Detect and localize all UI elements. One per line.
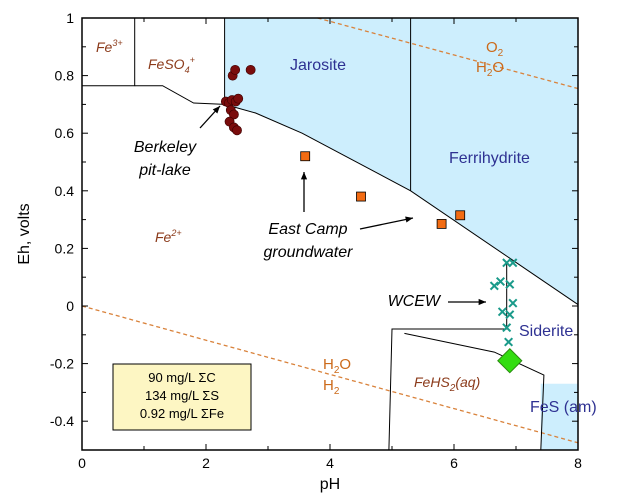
y-tick-label: 0.4 xyxy=(55,183,75,199)
x-tick-label: 2 xyxy=(202,455,210,471)
y-tick-label: -0.4 xyxy=(50,413,74,429)
field-label-siderite: Siderite xyxy=(519,323,573,340)
wcew-point xyxy=(495,277,506,287)
y-tick-label: 0 xyxy=(66,298,74,314)
wcew-point-stroke xyxy=(505,279,515,289)
boundary-fehs2-fes xyxy=(404,332,545,451)
water-label-h2: H2 xyxy=(323,377,340,397)
wcew-point-stroke xyxy=(497,307,507,317)
boundary-feso4-fe2 xyxy=(134,85,225,105)
wcew-point xyxy=(505,310,515,320)
x-tick-label: 8 xyxy=(574,455,582,471)
concentration-sulfur: 134 mg/L ΣS xyxy=(145,388,219,403)
wcew-point-stroke xyxy=(502,323,512,333)
berkeley-point xyxy=(245,64,256,75)
wcew-point xyxy=(489,281,499,291)
x-tick-label: 0 xyxy=(78,455,86,471)
x-tick-label: 6 xyxy=(450,455,458,471)
arrow-wcew-head xyxy=(478,298,486,306)
arrow-berkeley-head xyxy=(212,106,220,114)
eastcamp-point xyxy=(356,191,366,202)
wcew-point-stroke xyxy=(508,258,518,268)
wcew-point xyxy=(508,298,518,308)
berkeley-point xyxy=(232,125,242,136)
field-label-ferrihydrite: Ferrihydrite xyxy=(449,150,530,167)
boundary-fe2-solids xyxy=(224,103,579,306)
field-fes xyxy=(540,383,578,450)
concentration-carbon: 90 mg/L ΣC xyxy=(148,370,216,385)
field-label-fe3: Fe3+ xyxy=(96,38,123,55)
stability-fields xyxy=(224,18,578,450)
field-jarosite-ferrihydrite-siderite xyxy=(224,18,578,305)
y-tick-label: 0.8 xyxy=(55,68,75,84)
water-line-upper xyxy=(317,17,579,90)
water-line-lower xyxy=(81,305,579,444)
field-label-jarosite: Jarosite xyxy=(290,57,346,74)
y-axis-title: Eh, volts xyxy=(16,203,33,264)
water-label-o2: O2 xyxy=(486,39,504,59)
water-label-h2o-lower: H2O xyxy=(323,356,351,376)
eastcamp-point xyxy=(300,151,311,162)
y-tick-label: 0.6 xyxy=(55,125,75,141)
x-axis-title: pH xyxy=(320,476,340,493)
berkeley-point xyxy=(230,64,241,75)
y-tick-label: 0.2 xyxy=(55,240,75,256)
arrow-eastcamp-right-head xyxy=(405,216,413,223)
arrow-eastcamp-right xyxy=(359,217,414,230)
boundary-siderite-fehs2 xyxy=(388,262,508,451)
eastcamp-point xyxy=(455,210,466,221)
wcew-point xyxy=(508,258,518,268)
field-label-feso4: FeSO4+ xyxy=(148,55,195,75)
annotation-eastcamp-line1: East Camp xyxy=(268,221,347,238)
wcew-point-stroke xyxy=(495,277,506,287)
berkeley-point xyxy=(228,109,239,120)
wcew-point xyxy=(497,307,507,317)
data-markers xyxy=(220,64,523,374)
annotation-berkeley-line1: Berkeley xyxy=(134,139,197,156)
wcew-point-stroke xyxy=(505,310,515,320)
concentration-box xyxy=(112,363,252,431)
annotation-arrows xyxy=(199,105,486,306)
annotation-eastcamp-line2: groundwater xyxy=(264,244,354,261)
wcew-point xyxy=(505,279,515,289)
wcew-point xyxy=(504,337,514,347)
wcew-point-stroke xyxy=(504,337,514,347)
field-label-fes: FeS (am) xyxy=(530,399,597,416)
axis-ticks: 0 2 4 6 8 -0.4 -0.2 0 0.2 0.4 0.6 0.8 1 xyxy=(50,10,582,471)
y-tick-label: 1 xyxy=(66,10,74,26)
field-label-fe2: Fe2+ xyxy=(155,228,182,245)
field-label-fehs2: FeHS2(aq) xyxy=(414,374,480,394)
x-tick-label: 4 xyxy=(326,455,334,471)
wcew-point-stroke xyxy=(489,281,499,291)
annotation-berkeley-line2: pit-lake xyxy=(138,162,191,179)
water-stability-lines xyxy=(81,17,579,444)
wcew-point-stroke xyxy=(508,298,518,308)
eastcamp-point xyxy=(436,219,447,229)
wcew-point xyxy=(502,323,512,333)
y-tick-label: -0.2 xyxy=(50,356,74,372)
water-label-h2o-upper: H2O xyxy=(476,59,504,79)
model-point-diamond xyxy=(497,348,523,374)
concentration-iron: 0.92 mg/L ΣFe xyxy=(140,406,224,421)
berkeley-point xyxy=(233,93,244,104)
arrow-eastcamp-up-head xyxy=(300,172,308,180)
annotation-wcew: WCEW xyxy=(388,293,442,310)
